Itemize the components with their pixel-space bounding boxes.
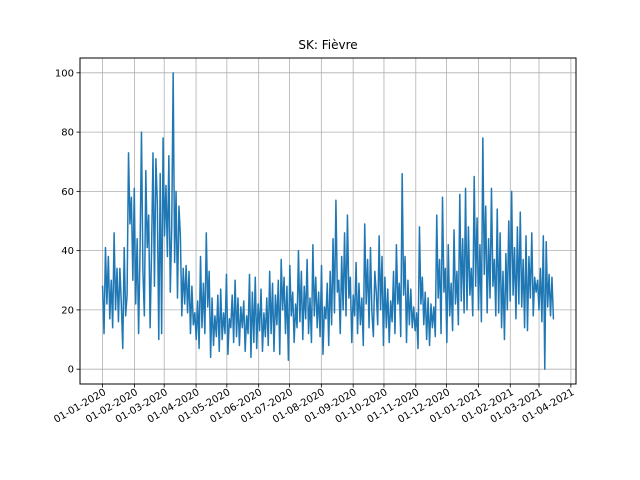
y-tick-label: 80 xyxy=(61,128,74,139)
y-axis: 0 20 40 60 80 100 xyxy=(55,68,80,376)
y-tick-label: 20 xyxy=(61,305,74,316)
series-line xyxy=(101,72,555,370)
plot-area xyxy=(101,72,555,370)
y-tick-label: 40 xyxy=(61,246,74,257)
y-tick-label: 60 xyxy=(61,187,74,198)
y-tick-label: 0 xyxy=(68,365,74,376)
chart-title: SK: Fièvre xyxy=(298,38,357,52)
y-tick-label: 100 xyxy=(55,68,74,79)
plot-frame xyxy=(79,57,577,385)
